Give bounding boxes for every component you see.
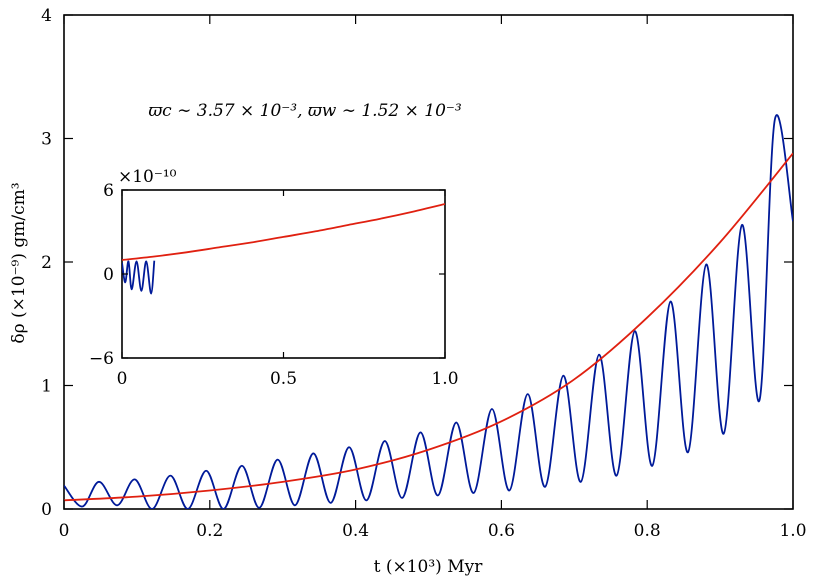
x-axis-label: t (×10³) Myr: [374, 557, 484, 577]
inset-x-tick-label: 1.0: [431, 369, 458, 389]
inset-y-tick-label: 0: [103, 265, 114, 285]
main-y-tick-label: 4: [41, 6, 52, 26]
inset-y-tick-label: −6: [89, 349, 114, 369]
main-x-tick-label: 0.4: [342, 521, 369, 541]
inset-chart: 0 0.5 1.0−606: [89, 181, 459, 389]
main-series-1-line: [64, 152, 793, 502]
main-y-tick-label: 1: [41, 377, 52, 397]
inset-x-tick-label: 0.5: [270, 369, 297, 389]
main-y-tick-label: 0: [41, 500, 52, 520]
main-x-tick-label: 0: [59, 521, 70, 541]
inset-x-tick-label: 0: [117, 369, 128, 389]
main-y-tick-label: 2: [41, 253, 52, 273]
inset-series-1-line: [122, 203, 445, 261]
main-y-tick-label: 3: [41, 130, 52, 150]
inset-series-0-line: [122, 260, 156, 295]
main-series-0-line: [64, 114, 793, 509]
main-x-tick-label: 0.6: [488, 521, 515, 541]
y-axis-label: δρ (×10⁻⁹) gm/cm³: [9, 182, 29, 343]
inset-frame: [121, 189, 446, 359]
main-x-tick-label: 1.0: [779, 521, 806, 541]
main-x-tick-label: 0.2: [196, 521, 223, 541]
main-annotation: ϖc ∼ 3.57 × 10⁻³, ϖw ∼ 1.52 × 10⁻³: [148, 101, 462, 121]
inset-scale-label: ×10⁻¹⁰: [118, 167, 177, 187]
inset-y-tick-label: 6: [103, 181, 114, 201]
main-x-tick-label: 0.8: [634, 521, 661, 541]
